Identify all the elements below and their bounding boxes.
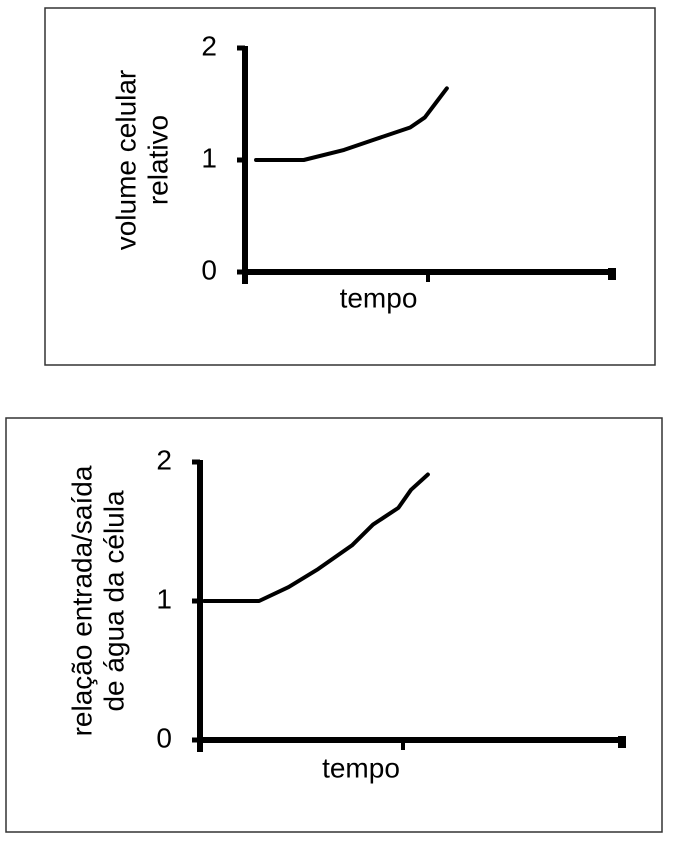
y-tick-label: 1 bbox=[201, 142, 217, 173]
data-line bbox=[254, 86, 449, 162]
data-line bbox=[202, 472, 430, 603]
y-axis-label: de água da célula bbox=[98, 490, 129, 712]
panel-frame bbox=[44, 7, 656, 366]
y-axis-label: volume celular bbox=[110, 70, 141, 251]
y-tick-label: 0 bbox=[156, 722, 172, 753]
axis-end bbox=[618, 736, 626, 748]
y-tick-label: 0 bbox=[201, 254, 217, 285]
panel-frame bbox=[5, 417, 663, 833]
y-tick-label: 2 bbox=[201, 30, 217, 61]
y-tick-label: 2 bbox=[156, 444, 172, 475]
x-axis-label: tempo bbox=[322, 752, 400, 783]
y-axis-label: relativo bbox=[142, 115, 173, 205]
y-axis-label: relação entrada/saída bbox=[66, 465, 97, 736]
axis-end bbox=[608, 268, 616, 280]
y-tick-label: 1 bbox=[156, 583, 172, 614]
x-axis-label: tempo bbox=[340, 282, 418, 313]
